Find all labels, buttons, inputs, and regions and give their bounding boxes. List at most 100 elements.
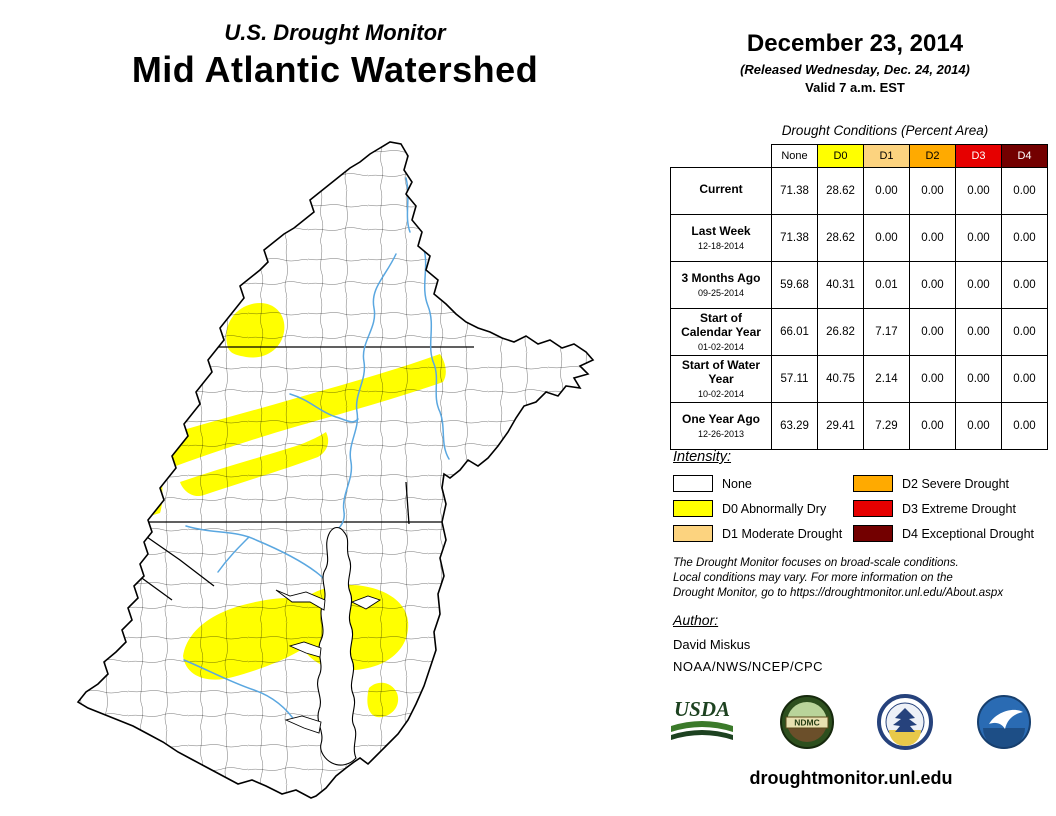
- legend-label: D0 Abnormally Dry: [722, 501, 827, 516]
- disclaimer-line: Drought Monitor, go to https://droughtmo…: [673, 587, 1004, 599]
- table-cell: 0.00: [1001, 355, 1048, 403]
- table-cell: 0.00: [1001, 402, 1048, 450]
- report-date: December 23, 2014: [746, 30, 964, 57]
- table-cell: 71.38: [771, 167, 818, 215]
- disclaimer-line: The Drought Monitor focuses on broad-sca…: [673, 557, 959, 569]
- column-header-none: None: [771, 144, 818, 168]
- row-label: One Year Ago 12-26-2013: [670, 402, 772, 450]
- author-heading: Author:: [673, 612, 719, 628]
- table-cell: 0.00: [909, 167, 956, 215]
- table-cell: 40.31: [817, 261, 864, 309]
- legend-label: D4 Exceptional Drought: [902, 526, 1035, 541]
- legend-column-right: D2 Severe Drought D3 Extreme Drought D4 …: [853, 471, 1035, 546]
- row-label-text: 3 Months Ago: [681, 270, 761, 285]
- legend-label: None: [722, 476, 752, 491]
- legend-item-none: None: [673, 471, 853, 496]
- table-title: Drought Conditions (Percent Area): [781, 123, 989, 138]
- table-header-row: None D0 D1 D2 D3 D4: [670, 144, 1048, 168]
- table-cell: 0.00: [955, 167, 1002, 215]
- release-date: (Released Wednesday, Dec. 24, 2014): [740, 62, 970, 77]
- legend-title: Intensity:: [673, 449, 732, 465]
- legend-label: D1 Moderate Drought: [722, 526, 843, 541]
- table-cell: 28.62: [817, 167, 864, 215]
- row-sublabel: 10-02-2014: [697, 388, 745, 399]
- valid-time: Valid 7 a.m. EST: [805, 80, 905, 95]
- table-cell: 7.17: [863, 308, 910, 356]
- author-org: NOAA/NWS/NCEP/CPC: [673, 659, 824, 674]
- table-cell: 40.75: [817, 355, 864, 403]
- table-cell: 0.00: [1001, 261, 1048, 309]
- table-row-one-year-ago: One Year Ago 12-26-2013 63.29 29.41 7.29 …: [670, 402, 1048, 450]
- column-header-d4: D4: [1001, 144, 1048, 168]
- table-cell: 71.38: [771, 214, 818, 262]
- table-cell: 0.00: [955, 261, 1002, 309]
- table-cell: 0.00: [1001, 308, 1048, 356]
- table-cell: 0.00: [863, 167, 910, 215]
- table-cell: 0.00: [909, 261, 956, 309]
- table-cell: 0.00: [909, 355, 956, 403]
- table-row-start-water-year: Start of Water Year 10-02-2014 57.11 40.7…: [670, 355, 1048, 403]
- usda-logo: USDA: [671, 697, 733, 740]
- legend-swatch-d3: [853, 500, 893, 517]
- legend-swatch-d4: [853, 525, 893, 542]
- legend-swatch-d0: [673, 500, 713, 517]
- date-block: December 23, 2014 (Released Wednesday, D…: [690, 30, 1020, 95]
- table-cell: 63.29: [771, 402, 818, 450]
- column-header-d1: D1: [863, 144, 910, 168]
- drought-map: [68, 136, 668, 806]
- row-sublabel: 01-02-2014: [697, 341, 745, 352]
- row-label-text: One Year Ago: [681, 411, 761, 426]
- table-cell: 26.82: [817, 308, 864, 356]
- row-label: Current: [670, 167, 772, 215]
- table-cell: 7.29: [863, 402, 910, 450]
- legend-swatch-none: [673, 475, 713, 492]
- legend-column-left: None D0 Abnormally Dry D1 Moderate Droug…: [673, 471, 853, 546]
- table-cell: 0.00: [955, 214, 1002, 262]
- noaa-logo: [976, 695, 1031, 749]
- table-cell: 0.00: [1001, 214, 1048, 262]
- legend-label: D2 Severe Drought: [902, 476, 1010, 491]
- legend-item-d4: D4 Exceptional Drought: [853, 521, 1035, 546]
- column-header-d3: D3: [955, 144, 1002, 168]
- disclaimer: The Drought Monitor focuses on broad-sca…: [673, 556, 1045, 601]
- table-row-start-calendar-year: Start of Calendar Year 01-02-2014 66.01 2…: [670, 308, 1048, 356]
- row-label-text: Last Week: [691, 223, 751, 238]
- table-cell: 57.11: [771, 355, 818, 403]
- legend-swatch-d2: [853, 475, 893, 492]
- column-header-d2: D2: [909, 144, 956, 168]
- footer-url: droughtmonitor.unl.edu: [749, 768, 953, 788]
- table-cell: 0.00: [909, 214, 956, 262]
- table-row-3-months-ago: 3 Months Ago 09-25-2014 59.68 40.31 0.01 …: [670, 261, 1048, 309]
- state-boundaries: [127, 346, 474, 601]
- intensity-legend: None D0 Abnormally Dry D1 Moderate Droug…: [673, 471, 1035, 546]
- table-cell: 0.00: [909, 308, 956, 356]
- table-cell: 2.14: [863, 355, 910, 403]
- table-cell: 0.00: [1001, 167, 1048, 215]
- row-label: 3 Months Ago 09-25-2014: [670, 261, 772, 309]
- row-sublabel: 12-26-2013: [697, 428, 745, 439]
- author-block: Author: David Miskus NOAA/NWS/NCEP/CPC: [673, 612, 823, 674]
- table-cell: 0.01: [863, 261, 910, 309]
- legend-item-d1: D1 Moderate Drought: [673, 521, 853, 546]
- table-cell: 0.00: [955, 308, 1002, 356]
- legend-item-d0: D0 Abnormally Dry: [673, 496, 853, 521]
- table-cell: 66.01: [771, 308, 818, 356]
- row-label: Last Week 12-18-2014: [670, 214, 772, 262]
- row-label-text: Start of Calendar Year: [681, 311, 761, 339]
- commerce-seal-logo: [877, 694, 934, 750]
- rivers: [183, 177, 450, 725]
- row-label: Start of Calendar Year 01-02-2014: [670, 308, 772, 356]
- row-sublabel: 12-18-2014: [697, 240, 745, 251]
- row-label-text: Current: [699, 182, 743, 197]
- table-cell: 0.00: [955, 402, 1002, 450]
- column-header-d0: D0: [817, 144, 864, 168]
- drought-conditions-table: None D0 D1 D2 D3 D4 Current 71.38 28.62 …: [670, 144, 1048, 450]
- ndmc-logo: NDMC: [779, 695, 834, 749]
- map-titles: U.S. Drought Monitor Mid Atlantic Waters…: [55, 20, 615, 91]
- legend-label: D3 Extreme Drought: [902, 501, 1016, 516]
- row-label-text: Start of Water Year: [681, 358, 761, 386]
- legend-swatch-d1: [673, 525, 713, 542]
- row-label: Start of Water Year 10-02-2014: [670, 355, 772, 403]
- author-name: David Miskus: [673, 637, 751, 652]
- table-cell: 28.62: [817, 214, 864, 262]
